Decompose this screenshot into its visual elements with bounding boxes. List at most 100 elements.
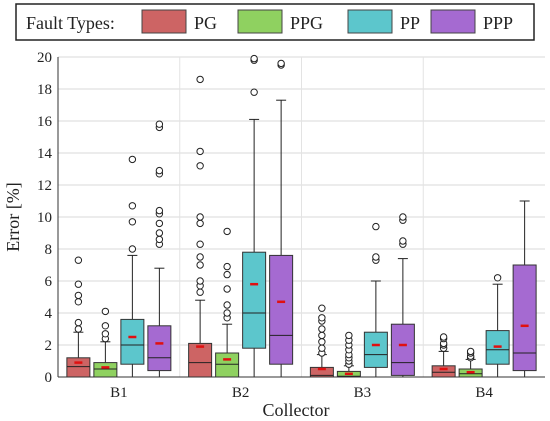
outlier-point (74, 256, 83, 264)
legend: Fault Types: PG PPG PP PPP (15, 3, 535, 41)
outlier-point (196, 75, 204, 84)
y-tick-label: 18 (37, 82, 52, 98)
outlier-point (155, 120, 164, 128)
outlier-point (318, 344, 326, 352)
box-body (66, 357, 91, 378)
box-pg-b1 (66, 256, 91, 378)
boxes (66, 54, 537, 378)
outlier-point (439, 333, 448, 341)
outlier-point (74, 325, 83, 333)
box-body (120, 318, 145, 365)
outlier-point (74, 318, 83, 327)
outlier-point (101, 330, 110, 338)
outlier-point (128, 155, 137, 164)
y-tick-label: 10 (37, 210, 52, 226)
outlier-point (277, 59, 285, 68)
box-body (431, 365, 456, 378)
outlier-point (223, 301, 231, 309)
box-pp-b3 (363, 222, 388, 378)
box-ppg-b2 (215, 227, 240, 378)
box-pg-b3 (309, 304, 334, 378)
legend-label-pp: PP (400, 13, 420, 33)
outlier-point (196, 288, 204, 296)
outlier-point (318, 325, 326, 333)
outlier-point (128, 202, 137, 210)
box-pp-b2 (242, 54, 267, 378)
y-tick-label: 16 (37, 114, 53, 130)
y-tick-label: 0 (45, 370, 53, 386)
outlier-point (101, 307, 110, 316)
x-tick-label-b3: B3 (354, 385, 372, 401)
outlier-point (318, 338, 326, 346)
box-body (390, 323, 415, 376)
outlier-point (196, 240, 204, 248)
outlier-point (196, 277, 204, 285)
outlier-point (155, 219, 164, 228)
box-ppp-b1 (147, 120, 172, 378)
y-tick-label: 12 (37, 178, 52, 194)
box-pp-b1 (120, 155, 145, 378)
outlier-point (128, 218, 137, 226)
box-body (215, 352, 240, 378)
legend-title: Fault Types: (26, 13, 115, 33)
legend-swatch-pg (141, 9, 187, 34)
outlier-point (250, 54, 258, 63)
outlier-point (74, 298, 83, 306)
outlier-point (155, 206, 164, 215)
y-tick-label: 20 (37, 50, 52, 66)
outlier-point (318, 314, 326, 322)
outlier-point (318, 331, 326, 340)
outlier-point (196, 162, 204, 170)
y-tick-label: 14 (37, 146, 53, 162)
box-ppg-b1 (93, 307, 118, 378)
box-body (512, 264, 537, 372)
legend-swatch-pp (347, 9, 393, 34)
box-pg-b4 (431, 333, 456, 378)
legend-entries: PG PPG PP PPP (141, 9, 513, 34)
outlier-point (196, 253, 204, 261)
outlier-point (155, 235, 164, 244)
box-body (147, 325, 172, 372)
outlier-point (250, 88, 258, 96)
outlier-point (372, 253, 380, 261)
box-pp-b4 (485, 274, 510, 378)
outlier-point (223, 309, 231, 317)
outlier-point (223, 270, 231, 279)
outlier-point (223, 262, 231, 271)
box-ppp-b4 (512, 200, 537, 378)
box-body (93, 362, 118, 378)
legend-label-ppp: PPP (483, 13, 513, 33)
outlier-point (345, 331, 353, 340)
legend-swatch-ppg (237, 9, 283, 34)
outlier-point (372, 222, 380, 231)
y-tick-label: 8 (45, 242, 53, 258)
outlier-point (493, 274, 502, 282)
y-tick-label: 4 (45, 306, 53, 322)
y-axis-title: Error [%] (3, 182, 23, 251)
box-body (242, 251, 267, 349)
outlier-point (155, 166, 164, 175)
outlier-point (74, 280, 83, 288)
outlier-point (101, 322, 110, 330)
outlier-point (223, 227, 231, 236)
outlier-point (223, 285, 231, 293)
outlier-point (399, 213, 407, 221)
outlier-point (196, 219, 204, 228)
box-body (188, 342, 213, 378)
legend-swatch-ppp (430, 9, 476, 34)
outlier-point (196, 147, 204, 156)
outlier-point (196, 261, 204, 269)
box-pg-b2 (188, 75, 213, 378)
outlier-point (318, 304, 326, 312)
outlier-point (74, 291, 83, 300)
axes: 0 2 4 6 8 10 12 14 16 18 20 B1 B2 B3 B4 (37, 50, 545, 401)
box-body (363, 331, 388, 368)
outlier-point (155, 229, 164, 237)
y-tick-label: 6 (45, 274, 53, 290)
box-ppg-b3 (336, 331, 361, 378)
legend-label-pg: PG (194, 13, 217, 33)
x-tick-label-b1: B1 (110, 385, 128, 401)
x-tick-label-b4: B4 (475, 385, 493, 401)
x-tick-label-b2: B2 (232, 385, 250, 401)
